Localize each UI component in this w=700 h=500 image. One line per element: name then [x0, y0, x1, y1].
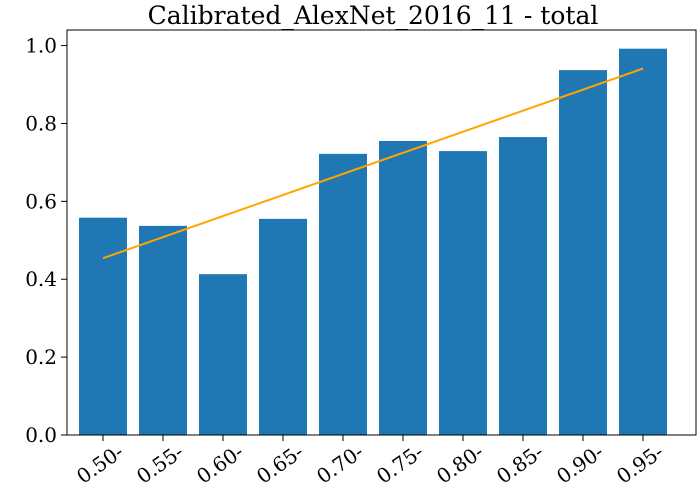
- bar-090: [559, 70, 607, 435]
- reference-line-group: [102, 67, 644, 260]
- x-tick-label: 0.60-: [192, 439, 248, 488]
- chart-title: Calibrated_AlexNet_2016_11 - total: [148, 1, 599, 30]
- x-tick-label: 0.70-: [312, 439, 368, 488]
- bar-085: [499, 137, 547, 435]
- x-axis: 0.50- 0.55- 0.60- 0.65- 0.70- 0.75- 0.80- 0.85-…: [72, 435, 668, 489]
- y-tick-label: 0.0: [25, 423, 57, 447]
- bar-075: [379, 140, 427, 435]
- bar-095: [619, 48, 667, 435]
- x-tick-label: 0.50-: [72, 439, 128, 488]
- y-tick-label: 1.0: [25, 34, 57, 58]
- y-axis: 0.0 0.2 0.4 0.6 0.8 1.0: [25, 34, 67, 447]
- bars-group: [79, 48, 667, 435]
- y-tick-label: 0.6: [25, 189, 57, 213]
- x-tick-label: 0.90-: [552, 439, 608, 488]
- x-tick-label: 0.85-: [492, 439, 548, 488]
- y-tick-label: 0.4: [25, 267, 57, 291]
- plot-frame: [66, 29, 697, 436]
- x-tick-label: 0.65-: [252, 439, 308, 488]
- x-tick-label: 0.55-: [132, 439, 188, 488]
- bar-065: [259, 218, 307, 435]
- reference-line: [102, 67, 644, 260]
- y-tick-label: 0.8: [25, 111, 57, 135]
- bar-070: [319, 153, 367, 435]
- x-tick-label: 0.75-: [372, 439, 428, 488]
- x-tick-label: 0.80-: [432, 439, 488, 488]
- bar-050: [79, 217, 127, 435]
- bar-055: [139, 225, 187, 435]
- x-tick-label: 0.95-: [612, 439, 668, 488]
- bar-080: [439, 151, 487, 435]
- bar-060: [199, 274, 247, 435]
- y-tick-label: 0.2: [25, 345, 57, 369]
